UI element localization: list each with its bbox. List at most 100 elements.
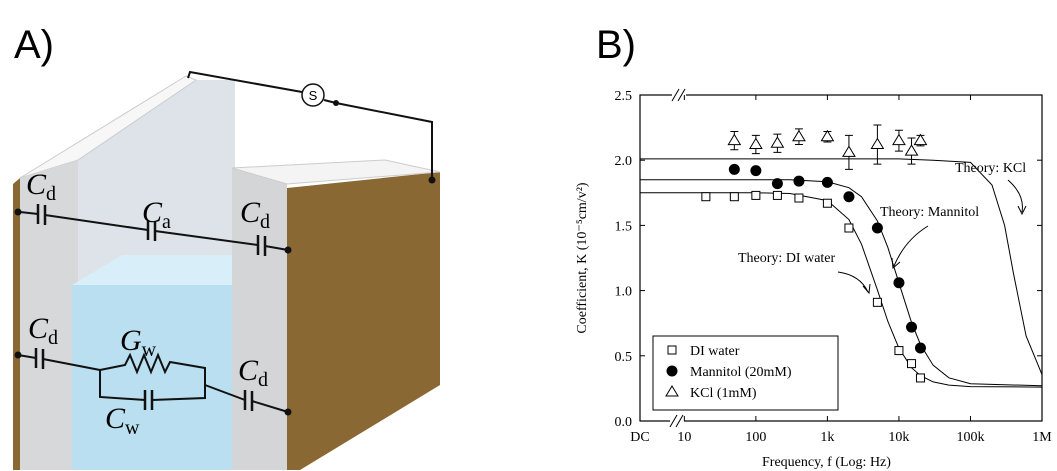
break-mark (669, 414, 678, 428)
annotation-arrow (1007, 179, 1023, 213)
point (751, 190, 761, 200)
node (14, 208, 22, 216)
annotation: Theory: DI water (738, 251, 836, 266)
legend-marker (666, 365, 678, 377)
wire (323, 99, 433, 180)
point (701, 192, 711, 202)
point (821, 176, 833, 188)
point (729, 192, 739, 202)
point (794, 193, 804, 203)
annotation-arrow (837, 271, 869, 293)
wire (187, 70, 303, 93)
point (728, 163, 740, 175)
annotation: Theory: Mannitol (880, 205, 979, 220)
wire (99, 370, 146, 401)
point (844, 223, 854, 233)
wire (154, 230, 259, 246)
label-sub: d (258, 369, 268, 391)
x-tick-label: 1M (1032, 430, 1052, 445)
right-wall-top (231, 159, 441, 185)
y-tick-label: 2.5 (615, 89, 633, 104)
point (820, 129, 835, 142)
panel-label: A) (14, 23, 54, 67)
x-tick-label: 100k (956, 430, 984, 445)
component-label: Cd (26, 168, 56, 205)
break-mark (675, 414, 684, 428)
node (284, 246, 292, 254)
wire (42, 358, 101, 371)
component-label: Cw (105, 402, 140, 439)
point (727, 133, 742, 146)
label-sub: d (48, 327, 58, 349)
component-label: Gw (120, 324, 157, 361)
source-label: S (309, 88, 318, 103)
point (771, 178, 783, 190)
point (894, 346, 904, 356)
right-wall-side (287, 172, 440, 470)
wire (19, 211, 39, 215)
x-tick-label: 1k (820, 430, 834, 445)
legend-label: KCl (1mM) (690, 386, 757, 401)
label-symbol: C (26, 168, 47, 201)
point (872, 297, 882, 307)
annotation-arrow (1017, 205, 1027, 216)
label-symbol: C (28, 312, 49, 345)
point (770, 136, 785, 148)
point (893, 277, 905, 289)
x-tick-label: 100 (745, 430, 766, 445)
label-sub: d (46, 183, 56, 205)
label-symbol: C (105, 402, 126, 435)
annotation: Theory: KCl (955, 161, 1026, 176)
x-tick-label: 10k (888, 430, 909, 445)
point (906, 321, 918, 333)
point (772, 190, 782, 200)
point (793, 175, 805, 187)
x-tick-label: DC (630, 430, 649, 445)
panel-label: B) (596, 23, 636, 67)
annotation-arrow (862, 283, 871, 295)
point (913, 133, 928, 146)
point (842, 145, 856, 157)
label-sub: w (125, 417, 140, 439)
node (14, 351, 22, 359)
component-label: Ca (142, 196, 171, 233)
point (792, 129, 806, 142)
annotation-arrow (893, 225, 929, 267)
theory-line (640, 179, 1043, 387)
component-label: Cd (28, 312, 58, 349)
point (915, 373, 925, 383)
point (870, 137, 885, 150)
component-label: Cd (238, 354, 268, 391)
theory-line (640, 158, 1043, 375)
y-tick-label: 1.0 (615, 285, 633, 300)
wire (251, 400, 289, 413)
point (892, 133, 906, 146)
wire (204, 384, 246, 401)
legend-marker (667, 345, 677, 355)
component-label: Cd (240, 196, 270, 233)
component-labels: Cd Ca Cd Cd Gw Cd Cw (26, 168, 270, 439)
y-tick-label: 2.0 (615, 154, 633, 169)
water-top (72, 255, 235, 285)
annotation-arrows (837, 179, 1027, 295)
node (428, 176, 436, 184)
label-sub: d (260, 211, 270, 233)
break-mark (677, 88, 686, 102)
node (333, 100, 339, 106)
y-tick-label: 0.0 (615, 415, 633, 430)
plot-frame (639, 94, 1043, 422)
circuit: S (14, 70, 436, 416)
water-front (72, 285, 235, 470)
resistor (99, 352, 206, 401)
axis-break (669, 88, 686, 428)
y-tick-label: 0.5 (615, 350, 633, 365)
point (914, 342, 926, 354)
point (822, 198, 832, 208)
legend-marker (665, 385, 679, 397)
point (843, 191, 855, 203)
label-symbol: C (238, 354, 259, 387)
label-sub: a (162, 211, 171, 233)
break-gap (672, 90, 686, 100)
y-axis-label: Coefficient, K (10⁻⁵cm/v²) (575, 182, 590, 333)
